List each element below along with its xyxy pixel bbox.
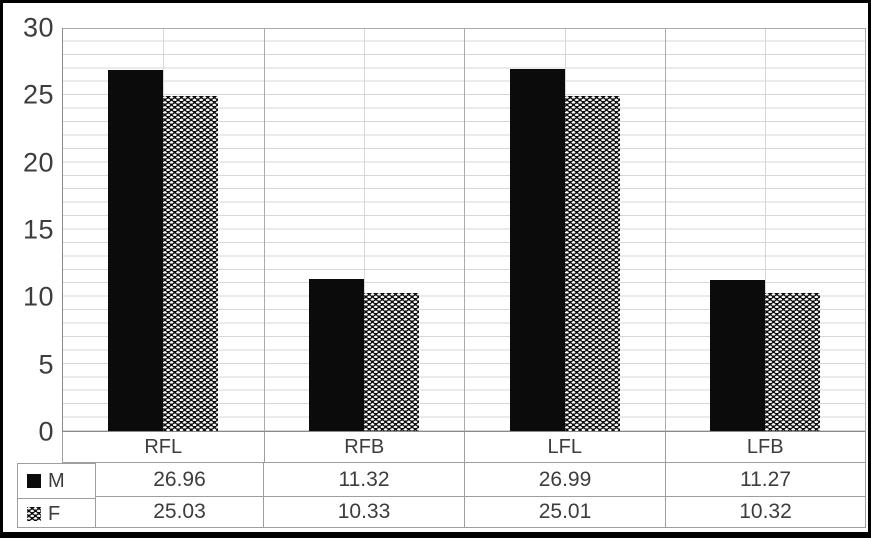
y-tick-label-10: 10 [22, 281, 54, 312]
table-cell-f-rfb: 10.33 [263, 497, 464, 527]
table-row-f: 25.03 10.33 25.01 10.32 [95, 497, 866, 528]
bar-f-lfb [765, 292, 821, 431]
bar-f-lfl [564, 95, 620, 431]
x-axis-label-lfb: LFB [664, 432, 866, 462]
bar-m-rfl [108, 69, 164, 431]
bar-group-lfb [666, 29, 866, 431]
plot-column-lfl [464, 29, 665, 431]
y-axis: 0 5 10 15 20 25 30 [3, 14, 62, 445]
table-row-m: 26.96 11.32 26.99 11.27 [95, 463, 866, 497]
legend-item-f: F [18, 498, 95, 529]
plot-column-rfl [63, 29, 264, 431]
table-cell-m-lfb: 11.27 [665, 463, 866, 496]
bar-m-lfb [710, 279, 766, 431]
bar-group-lfl [465, 29, 665, 431]
plot-column-lfb [664, 29, 866, 431]
bar-f-rfb [364, 292, 420, 431]
plot-area [62, 28, 866, 432]
y-tick-label-0: 0 [38, 416, 54, 447]
bar-group-rfl [63, 29, 264, 431]
table-cell-f-lfl: 25.01 [464, 497, 665, 527]
table-cell-f-lfb: 10.32 [665, 497, 866, 527]
y-tick-label-15: 15 [22, 214, 54, 245]
minor-vertical-gridline [765, 29, 767, 431]
legend-label-f: F [48, 502, 61, 525]
table-cell-m-rfl: 26.96 [95, 463, 263, 496]
bar-m-lfl [509, 69, 565, 431]
x-axis-label-lfl: LFL [464, 432, 665, 462]
table-cell-m-rfb: 11.32 [263, 463, 464, 496]
y-tick-label-30: 30 [22, 12, 54, 43]
legend-key-f-swatch-icon [27, 507, 41, 521]
plot-column-rfb [263, 29, 465, 431]
bar-group-rfb [265, 29, 465, 431]
bar-m-rfb [309, 279, 365, 431]
y-tick-label-25: 25 [22, 79, 54, 110]
legend-item-m: M [18, 464, 95, 498]
x-axis-label-rfb: RFB [263, 432, 465, 462]
x-axis-label-rfl: RFL [144, 435, 183, 458]
table-cell-m-lfl: 26.99 [464, 463, 665, 496]
y-tick-label-5: 5 [38, 349, 54, 380]
legend-label-m: M [48, 469, 65, 492]
data-table: 26.96 11.32 26.99 11.27 25.03 10.33 25.01 10.32 [95, 463, 866, 528]
y-tick-label-20: 20 [22, 147, 54, 178]
bar-f-rfl [163, 95, 219, 431]
category-axis-row: RFL RFB LFL LFB [62, 432, 866, 463]
table-cell-f-rfl: 25.03 [95, 497, 263, 527]
minor-vertical-gridline [364, 29, 366, 431]
legend-key-m-swatch-icon [27, 474, 41, 488]
